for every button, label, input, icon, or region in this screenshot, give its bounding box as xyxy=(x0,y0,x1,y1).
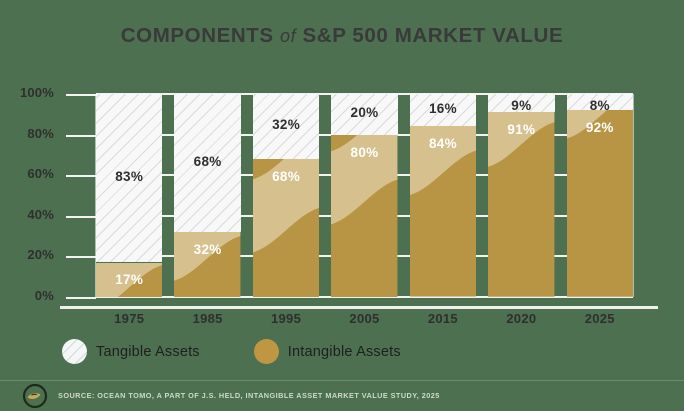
legend-label-tangible: Tangible Assets xyxy=(96,343,200,360)
bar-segment-tangible[interactable] xyxy=(331,94,398,135)
bar-column[interactable]: 16% 84% xyxy=(409,94,477,297)
x-axis-tick-label: 2020 xyxy=(506,311,537,326)
y-axis-tick-label: 60% xyxy=(27,166,54,182)
bar-column[interactable]: 83% 17% xyxy=(96,94,163,297)
x-axis-tick-label: 1995 xyxy=(270,311,302,326)
legend-label-intangible: Intangible Assets xyxy=(287,343,401,360)
bar-segment-intangible[interactable] xyxy=(488,112,555,297)
y-axis-tick-label: 40% xyxy=(27,206,54,222)
bar-segment-intangible[interactable] xyxy=(566,110,633,297)
tangible-swatch-icon xyxy=(62,339,87,364)
chart-legend: Tangible Assets Intangible Assets xyxy=(62,339,401,364)
y-axis-tick-label: 20% xyxy=(27,247,54,263)
bar-segment-intangible[interactable] xyxy=(96,262,163,297)
x-axis-tick-label: 1975 xyxy=(114,311,145,326)
page-title: COMPONENTS of S&P 500 MARKET VALUE xyxy=(0,24,684,48)
title-tail: S&P 500 MARKET VALUE xyxy=(302,24,564,47)
bar-column[interactable]: 20% 80% xyxy=(331,94,398,297)
y-axis-tick-mark xyxy=(66,297,96,299)
bar-segment-intangible[interactable] xyxy=(174,232,241,297)
x-axis-tick-label: 1985 xyxy=(192,311,223,326)
gridline xyxy=(96,296,633,298)
y-axis-tick-label: 80% xyxy=(27,125,54,141)
footer-divider xyxy=(0,380,684,381)
intangible-swatch-icon xyxy=(253,339,279,364)
bar-segment-intangible[interactable] xyxy=(331,134,398,297)
bar-segment-tangible[interactable] xyxy=(252,94,320,159)
x-axis-line xyxy=(60,306,658,309)
y-axis-tick-mark xyxy=(66,215,96,218)
source-note: SOURCE: OCEAN TOMO, A PART OF J.S. HELD,… xyxy=(58,391,440,400)
bar-segment-intangible[interactable] xyxy=(252,158,320,297)
bar-segment-intangible[interactable] xyxy=(409,126,477,297)
ocean-tomo-logo-icon xyxy=(22,383,48,409)
legend-item-intangible[interactable]: Intangible Assets xyxy=(253,339,401,364)
bar-column[interactable]: 8% 92% xyxy=(566,94,633,297)
x-axis-tick-label: 2005 xyxy=(349,311,380,326)
y-axis-tick-label: 0% xyxy=(34,288,54,303)
legend-item-tangible[interactable]: Tangible Assets xyxy=(62,339,200,364)
chart-plot-wrapper: 0% 20% 40% 60% 80% 100% 83% 17% 68% 32% 32% 68% 20%… xyxy=(0,78,684,306)
footer-bar: SOURCE: OCEAN TOMO, A PART OF J.S. HELD,… xyxy=(0,380,684,411)
y-axis-tick-label: 100% xyxy=(19,85,54,100)
bar-segment-tangible[interactable] xyxy=(566,94,633,111)
bar-segment-tangible[interactable] xyxy=(409,94,477,127)
title-lead: COMPONENTS xyxy=(120,24,274,47)
bar-column[interactable]: 32% 68% xyxy=(252,94,320,297)
bar-segment-tangible[interactable] xyxy=(96,94,163,263)
bar-segment-tangible[interactable] xyxy=(174,94,241,233)
y-axis-tick-mark xyxy=(66,94,96,96)
x-axis-tick-label: 2015 xyxy=(427,311,458,326)
bar-segment-tangible[interactable] xyxy=(488,94,555,113)
title-emphasis: of xyxy=(280,26,297,46)
y-axis-tick-mark xyxy=(66,134,96,137)
x-axis-tick-label: 2025 xyxy=(584,311,615,326)
bar-column[interactable]: 68% 32% xyxy=(174,94,241,297)
y-axis-tick-mark xyxy=(66,256,96,259)
bar-column[interactable]: 9% 91% xyxy=(488,94,555,297)
plot-area: 83% 17% 68% 32% 32% 68% 20% 80% 16% 84% 9% 91% 8% 92% xyxy=(95,93,634,298)
y-axis-tick-mark xyxy=(66,175,96,178)
